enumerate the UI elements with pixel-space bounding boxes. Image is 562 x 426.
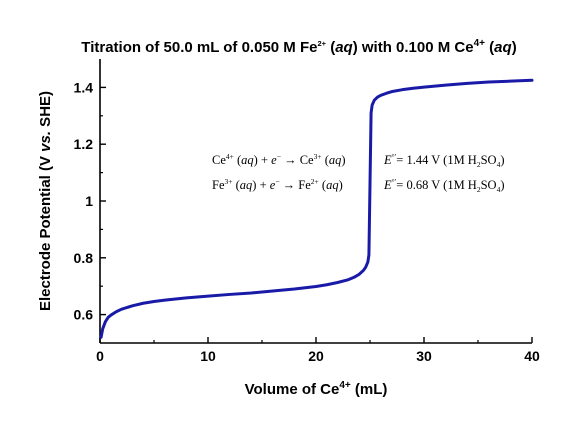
ce-standard-potential: E°′= 1.44 V (1M H2SO4) (383, 152, 505, 169)
ticks (99, 86, 533, 343)
half-reaction-annotations: Ce4+ (aq) + e− → Ce3+ (aq) E°′= 1.44 V (… (212, 152, 505, 194)
x-tick-label: 10 (200, 348, 216, 364)
x-tick-label: 40 (524, 348, 540, 364)
y-tick-label: 1 (85, 193, 93, 209)
chart-title: Titration of 50.0 mL of 0.050 M Fe2+ (aq… (81, 38, 516, 56)
tick-labels: 0 10 20 30 40 0.6 0.8 1 1.2 1.4 (74, 79, 540, 364)
y-tick-label: 1.4 (74, 79, 94, 95)
fe-standard-potential: E°′= 0.68 V (1M H2SO4) (383, 177, 505, 194)
series-line (99, 78, 534, 339)
y-tick-label: 0.6 (74, 307, 94, 323)
x-tick-label: 30 (416, 348, 432, 364)
x-axis-label: Volume of Ce4+ (mL) (245, 380, 388, 398)
fe-half-reaction: Fe3+ (aq) + e− → Fe2+ (aq) (212, 177, 343, 192)
x-tick-label: 0 (96, 348, 104, 364)
y-tick-label: 1.2 (74, 136, 94, 152)
x-tick-label: 20 (308, 348, 324, 364)
ce-half-reaction: Ce4+ (aq) + e− → Ce3+ (aq) (212, 152, 346, 167)
y-tick-label: 0.8 (74, 250, 94, 266)
y-axis-label: Electrode Potential (V vs. SHE) (37, 91, 54, 311)
